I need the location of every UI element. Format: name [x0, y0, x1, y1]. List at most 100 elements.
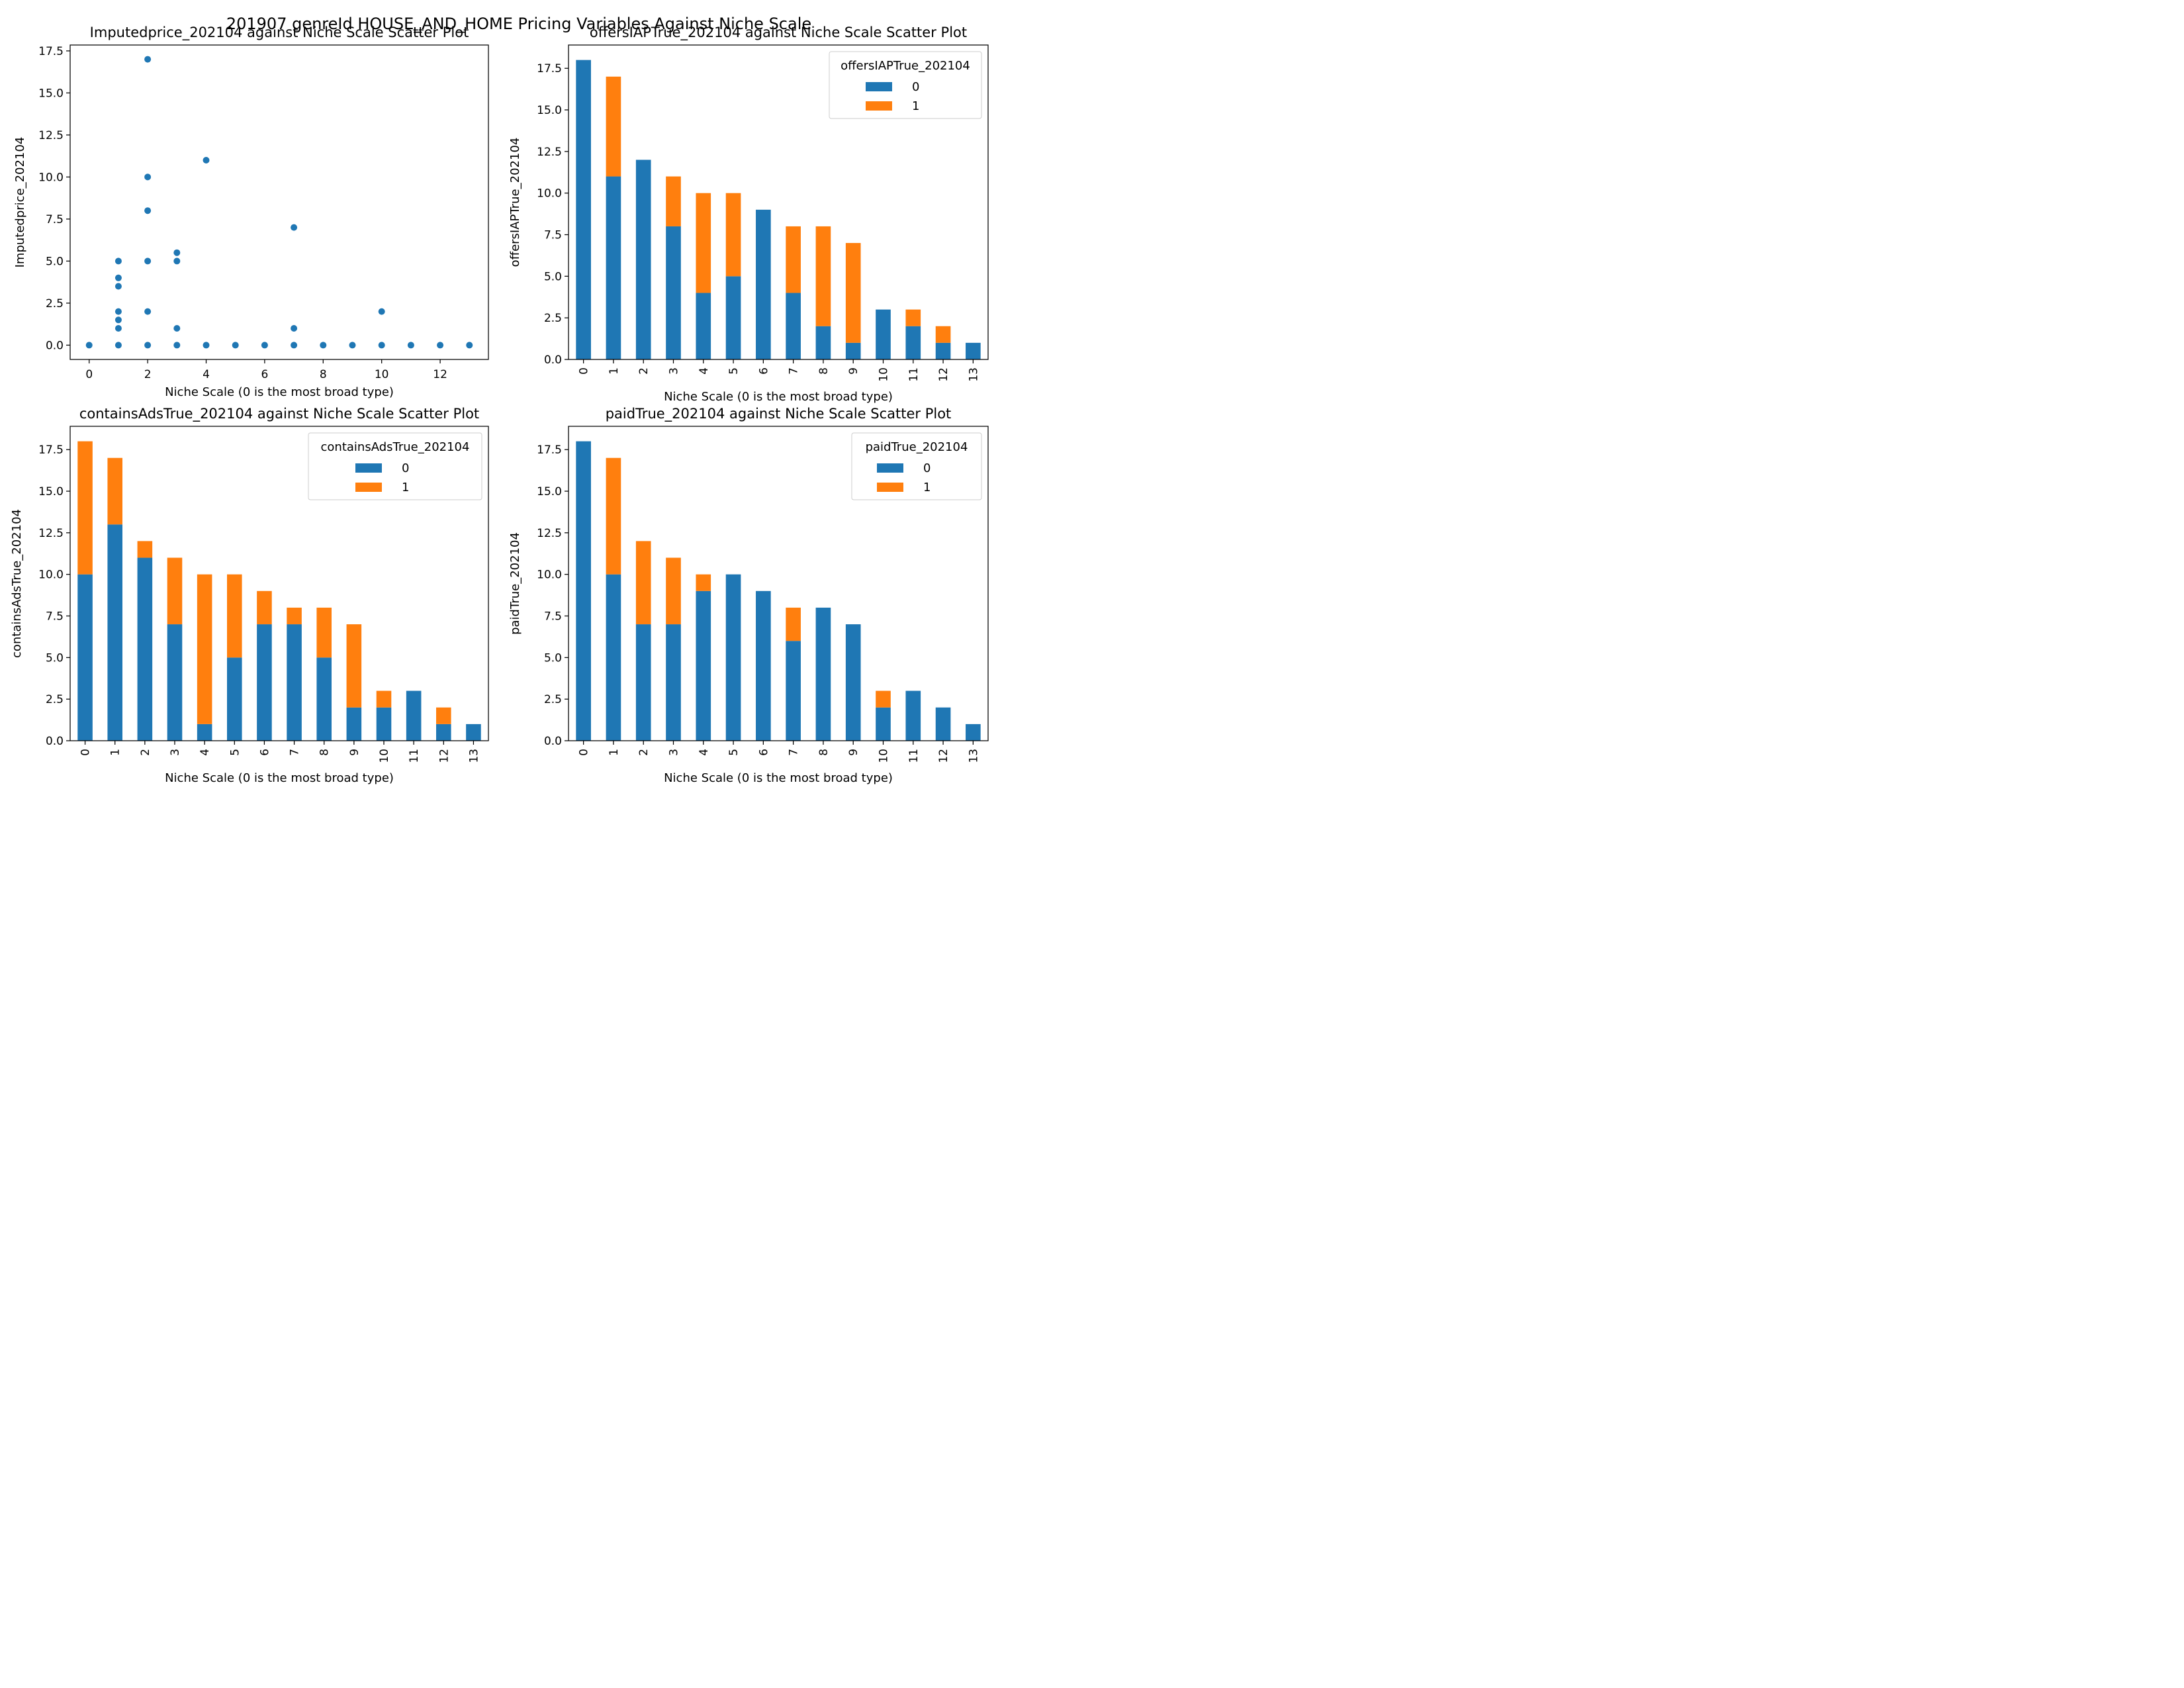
legend-title: offersIAPTrue_202104: [841, 59, 970, 73]
y-tick-label: 10.0: [38, 171, 64, 184]
bar-segment-series-1: [666, 557, 681, 625]
y-tick-label: 17.5: [537, 444, 562, 457]
bar-segment-series-0: [966, 724, 981, 741]
bar-segment-series-0: [725, 276, 741, 359]
y-tick-label: 5.0: [544, 270, 562, 283]
bar-segment-series-0: [287, 624, 302, 741]
x-tick-label: 10: [375, 368, 389, 381]
x-tick-label: 6: [261, 368, 268, 381]
y-tick-label: 15.0: [537, 485, 562, 498]
scatter-point: [320, 342, 327, 349]
y-tick-label: 7.5: [544, 610, 562, 624]
x-tick-label: 3: [169, 749, 182, 756]
scatter-point: [203, 342, 210, 349]
y-tick-label: 5.0: [46, 255, 64, 268]
bar-segment-series-0: [107, 524, 122, 741]
imputedprice-scatter-panel: Imputedprice_202104 against Niche Scale …: [13, 24, 489, 399]
x-tick-label: 10: [878, 367, 891, 382]
paid-bar-panel: paidTrue_202104 against Niche Scale Scat…: [508, 406, 989, 785]
x-tick-label: 9: [847, 367, 860, 375]
y-tick-label: 17.5: [38, 45, 64, 58]
bar-segment-series-1: [725, 193, 741, 277]
bar-segment-series-0: [756, 590, 771, 741]
y-tick-label: 10.0: [38, 569, 64, 582]
bar-segment-series-1: [257, 590, 272, 625]
x-tick-label: 2: [144, 368, 152, 381]
bar-segment-series-0: [876, 707, 891, 741]
x-tick-label: 11: [907, 749, 921, 763]
y-axis-label: containsAdsTrue_202104: [10, 509, 24, 658]
x-tick-label: 3: [668, 367, 681, 375]
x-tick-label: 13: [967, 367, 980, 382]
axes-frame: [69, 44, 489, 360]
bar-segment-series-1: [346, 624, 362, 708]
bar-segment-series-1: [227, 574, 242, 658]
legend-label-1: 1: [912, 99, 919, 113]
bar-segment-series-0: [935, 342, 951, 359]
scatter-point: [261, 342, 268, 349]
y-tick-label: 15.0: [537, 104, 562, 117]
scatter-point: [203, 156, 210, 164]
x-tick-label: 1: [608, 367, 621, 375]
scatter-point: [173, 342, 181, 349]
scatter-point: [144, 342, 152, 349]
bar-segment-series-0: [725, 574, 741, 741]
bar-segment-series-0: [257, 624, 272, 741]
bar-segment-series-0: [845, 624, 861, 741]
bar-segment-series-0: [346, 707, 362, 741]
legend-label-0: 0: [912, 80, 919, 94]
bar-segment-series-1: [635, 541, 651, 625]
x-axis-label: Niche Scale (0 is the most broad type): [664, 390, 893, 404]
y-tick-label: 10.0: [537, 569, 562, 582]
scatter-point: [144, 173, 152, 181]
bar-segment-series-0: [316, 657, 332, 741]
x-tick-label: 2: [139, 749, 152, 756]
x-tick-label: 1: [109, 749, 122, 756]
x-tick-label: 5: [727, 367, 741, 375]
bar-segment-series-1: [666, 176, 681, 226]
x-tick-label: 0: [79, 749, 93, 756]
y-tick-label: 12.5: [38, 129, 64, 142]
x-tick-label: 4: [203, 368, 210, 381]
y-tick-label: 7.5: [46, 610, 64, 624]
bar-segment-series-1: [845, 243, 861, 343]
x-tick-label: 13: [467, 749, 480, 763]
chart-title: containsAdsTrue_202104 against Niche Sca…: [79, 406, 479, 422]
contains-ads-bar-panel: containsAdsTrue_202104 against Niche Sca…: [10, 406, 489, 785]
legend-label-0: 0: [923, 461, 931, 475]
y-tick-label: 17.5: [537, 62, 562, 75]
bar-segment-series-0: [635, 160, 651, 359]
y-tick-label: 15.0: [38, 87, 64, 100]
bar-segment-series-0: [786, 293, 801, 359]
y-tick-label: 0.0: [544, 735, 562, 748]
x-tick-label: 6: [258, 749, 271, 756]
x-tick-label: 8: [320, 368, 327, 381]
x-tick-label: 2: [637, 749, 651, 756]
bar-segment-series-1: [696, 193, 711, 293]
scatter-point: [173, 258, 181, 265]
y-tick-label: 0.0: [46, 735, 64, 748]
bar-segment-series-1: [137, 541, 153, 558]
bar-segment-series-0: [606, 574, 621, 741]
legend-swatch-1: [355, 483, 382, 492]
x-tick-label: 8: [817, 749, 831, 756]
y-tick-label: 12.5: [537, 146, 562, 159]
scatter-point: [85, 342, 93, 349]
x-tick-label: 12: [937, 749, 950, 763]
figure: Imputedprice_202104 against Niche Scale …: [0, 0, 1024, 803]
legend-label-0: 0: [402, 461, 409, 475]
y-axis-label: paidTrue_202104: [508, 532, 522, 635]
bar-segment-series-1: [876, 690, 891, 708]
y-tick-label: 15.0: [38, 485, 64, 498]
scatter-point: [114, 274, 122, 281]
bar-segment-series-1: [376, 690, 392, 708]
bar-segment-series-0: [696, 293, 711, 359]
bar-segment-series-1: [786, 226, 801, 293]
x-tick-label: 9: [847, 749, 860, 756]
bar-segment-series-0: [815, 607, 831, 741]
x-tick-label: 10: [878, 749, 891, 763]
legend-swatch-0: [355, 463, 382, 473]
bar-segment-series-0: [77, 574, 93, 741]
bar-segment-series-0: [696, 590, 711, 741]
x-tick-label: 4: [199, 749, 212, 756]
